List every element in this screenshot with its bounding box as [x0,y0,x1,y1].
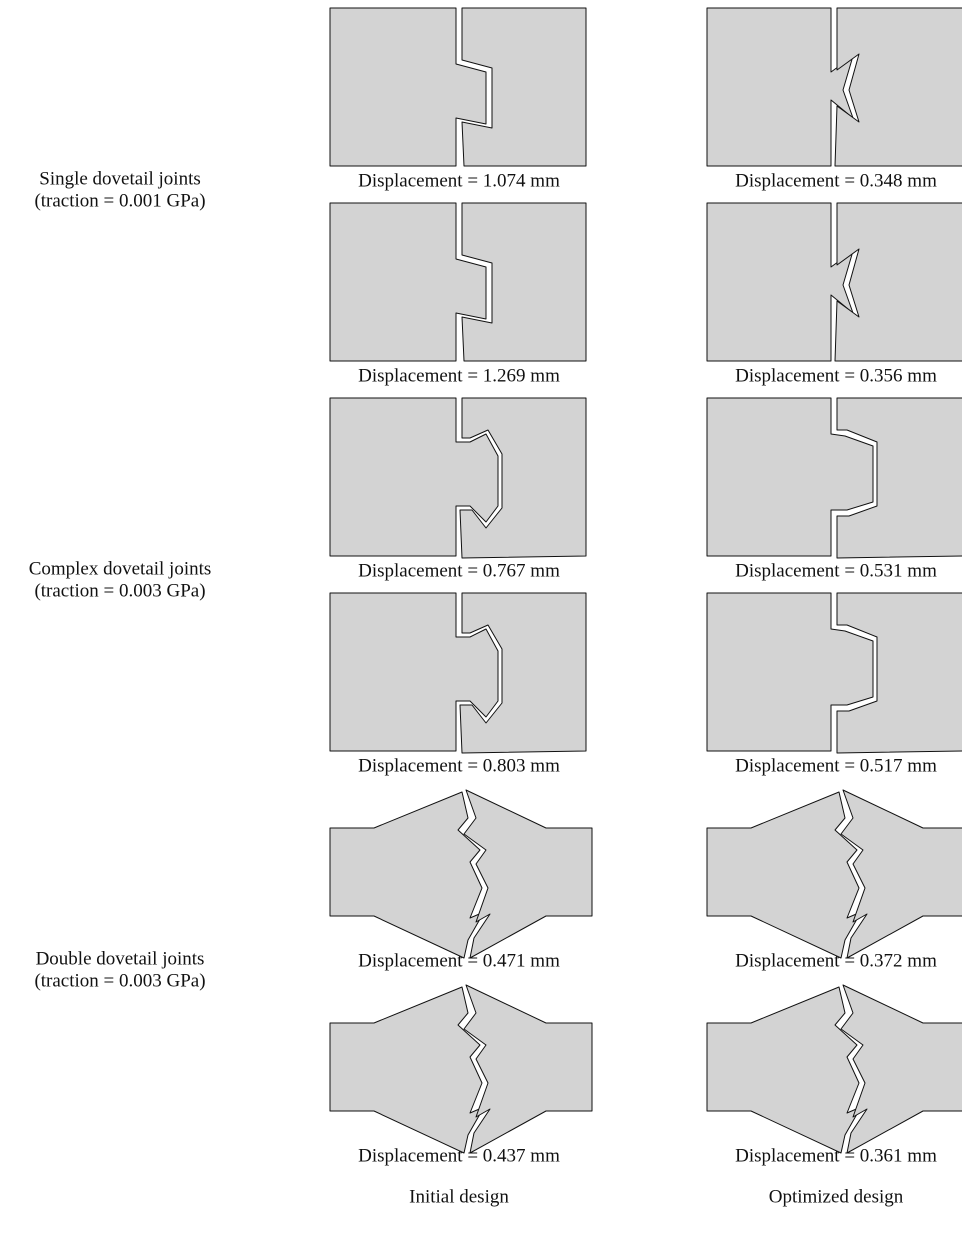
joint-diagram [707,985,962,1153]
joint-diagram [707,203,962,361]
displacement-caption: Displacement = 0.531 mm [735,560,937,581]
row-label: Double dovetail joints [36,948,205,969]
joint-diagram [330,8,586,166]
joint-diagram [707,8,962,166]
joint-diagram [330,398,586,558]
joint-piece [835,203,962,361]
joint-piece [464,985,592,1153]
row-label: (traction = 0.003 GPa) [34,970,205,991]
displacement-caption: Displacement = 0.767 mm [358,560,560,581]
displacement-caption: Displacement = 0.517 mm [735,755,937,776]
joint-piece [330,987,484,1153]
joint-diagram [330,985,592,1153]
joint-piece [464,790,592,958]
joint-piece [707,792,861,958]
joint-diagram [707,593,962,753]
joint-diagram [330,790,592,958]
joint-diagram [707,398,962,558]
row-label: (traction = 0.001 GPa) [34,190,205,211]
displacement-caption: Displacement = 0.356 mm [735,365,937,386]
joint-piece [707,987,861,1153]
column-label: Initial design [409,1186,509,1207]
displacement-caption: Displacement = 0.361 mm [735,1145,937,1166]
joint-piece [707,8,853,166]
joint-piece [707,203,853,361]
joint-piece [835,8,962,166]
joint-diagram [330,593,586,753]
row-label: (traction = 0.003 GPa) [34,580,205,601]
displacement-caption: Displacement = 0.348 mm [735,170,937,191]
figure: Displacement = 1.074 mm Displacement = 0.… [0,0,962,1234]
joint-piece [841,985,962,1153]
joint-piece [841,790,962,958]
joint-diagram [330,203,586,361]
displacement-caption: Displacement = 1.269 mm [358,365,560,386]
displacement-caption: Displacement = 0.471 mm [358,950,560,971]
displacement-caption: Displacement = 1.074 mm [358,170,560,191]
row-label: Complex dovetail joints [29,558,212,579]
displacement-caption: Displacement = 0.437 mm [358,1145,560,1166]
column-label: Optimized design [769,1186,904,1207]
joint-diagram [707,790,962,958]
row-label: Single dovetail joints [39,168,201,189]
displacement-caption: Displacement = 0.803 mm [358,755,560,776]
joint-piece [330,792,484,958]
displacement-caption: Displacement = 0.372 mm [735,950,937,971]
